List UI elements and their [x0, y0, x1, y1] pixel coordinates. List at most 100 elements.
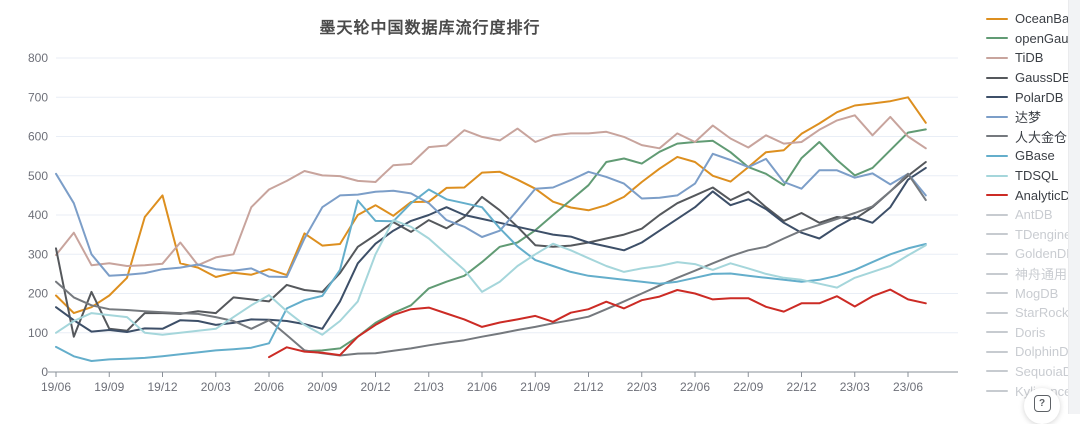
legend-label: TDSQL — [1015, 168, 1059, 184]
legend-label: TiDB — [1015, 50, 1044, 66]
legend-item-TDengine[interactable]: TDengine — [986, 225, 1080, 245]
x-axis-label: 19/06 — [41, 380, 71, 394]
series-line-OceanBase — [55, 96, 927, 315]
x-axis-label: 22/12 — [786, 380, 816, 394]
x-axis-label: 21/12 — [573, 380, 603, 394]
y-axis-label: 700 — [28, 90, 48, 104]
page-right-gutter — [1068, 0, 1080, 414]
legend-item-SequoiaDB[interactable]: SequoiaDB — [986, 362, 1080, 382]
series-line-人大金仓 — [55, 172, 927, 357]
x-axis-label: 20/12 — [360, 380, 390, 394]
legend-swatch — [986, 174, 1008, 177]
legend-item-人大金仓[interactable]: 人大金仓 — [986, 127, 1080, 147]
legend-label: MogDB — [1015, 285, 1059, 301]
x-axis-label: 20/09 — [307, 380, 337, 394]
question-box-icon: ? — [1033, 394, 1051, 412]
y-axis-label: 800 — [28, 51, 48, 65]
x-axis-label: 20/03 — [201, 380, 231, 394]
legend-swatch — [986, 272, 1008, 275]
legend-item-MogDB[interactable]: MogDB — [986, 283, 1080, 303]
x-axis-label: 21/09 — [520, 380, 550, 394]
legend-swatch — [986, 115, 1008, 118]
help-widget-button[interactable]: ? — [1024, 388, 1060, 424]
legend-swatch — [986, 194, 1008, 197]
legend-item-GoldenDB[interactable]: GoldenDB — [986, 244, 1080, 264]
legend-item-TiDB[interactable]: TiDB — [986, 48, 1080, 68]
legend-swatch — [986, 17, 1008, 20]
legend-swatch — [986, 350, 1008, 353]
y-axis-label: 0 — [41, 365, 48, 379]
x-axis-label: 22/09 — [733, 380, 763, 394]
x-axis-label: 20/06 — [254, 380, 284, 394]
series-line-TDSQL — [55, 219, 927, 336]
x-axis-label: 22/03 — [627, 380, 657, 394]
legend-item-神舟通用[interactable]: 神舟通用 — [986, 264, 1080, 284]
legend-swatch — [986, 252, 1008, 255]
y-axis-label: 500 — [28, 169, 48, 183]
legend-swatch — [986, 390, 1008, 393]
y-axis-label: 200 — [28, 287, 48, 301]
x-axis-label: 21/06 — [467, 380, 497, 394]
legend-label: AntDB — [1015, 207, 1053, 223]
y-axis-label: 100 — [28, 326, 48, 340]
chart-title: 墨天轮中国数据库流行度排行 — [319, 20, 541, 37]
legend-item-达梦[interactable]: 达梦 — [986, 107, 1080, 127]
legend-item-AntDB[interactable]: AntDB — [986, 205, 1080, 225]
legend-swatch — [986, 37, 1008, 40]
series-line-AnalyticDB — [268, 288, 927, 359]
y-axis-label: 300 — [28, 247, 48, 261]
legend-item-StarRocks[interactable]: StarRocks — [986, 303, 1080, 323]
legend-label: GaussDB — [1015, 70, 1071, 86]
chart-legend: OceanBase openGauss TiDB GaussDB PolarDB 达梦人大… — [986, 9, 1080, 401]
legend-swatch — [986, 154, 1008, 157]
x-axis-label: 19/12 — [147, 380, 177, 394]
legend-label: GBase — [1015, 148, 1055, 164]
legend-swatch — [986, 213, 1008, 216]
series-line-PolarDB — [55, 166, 927, 333]
legend-item-OceanBase[interactable]: OceanBase — [986, 9, 1080, 29]
x-axis-label: 19/09 — [94, 380, 124, 394]
legend-swatch — [986, 76, 1008, 79]
series-line-openGauss — [303, 128, 927, 353]
legend-swatch — [986, 233, 1008, 236]
legend-swatch — [986, 331, 1008, 334]
legend-label: openGauss — [1015, 30, 1080, 46]
legend-item-DolphinDB[interactable]: DolphinDB — [986, 342, 1080, 362]
legend-label: SequoiaDB — [1015, 363, 1080, 379]
legend-item-GaussDB[interactable]: GaussDB — [986, 68, 1080, 88]
legend-label: 达梦 — [1015, 110, 1042, 126]
legend-label: DolphinDB — [1015, 344, 1078, 360]
line-chart-plot-area[interactable]: 0 100 200 300 400 500 600 700 800 19/06 19/09 19/12… — [0, 0, 968, 414]
legend-label: StarRocks — [1015, 305, 1075, 321]
y-axis-label: 600 — [28, 130, 48, 144]
legend-label: OceanBase — [1015, 11, 1080, 27]
legend-swatch — [986, 311, 1008, 314]
legend-label: 神舟通用 — [1015, 267, 1068, 283]
legend-swatch — [986, 56, 1008, 59]
legend-label: AnalyticDB — [1015, 187, 1079, 203]
x-axis-label: 21/03 — [414, 380, 444, 394]
series-line-TiDB — [55, 114, 927, 267]
legend-item-openGauss[interactable]: openGauss — [986, 29, 1080, 49]
series-line-GBase — [55, 188, 927, 362]
series-line-达梦 — [55, 152, 927, 278]
x-axis-label: 23/03 — [840, 380, 870, 394]
legend-swatch — [986, 292, 1008, 295]
legend-item-PolarDB[interactable]: PolarDB — [986, 87, 1080, 107]
legend-swatch — [986, 135, 1008, 138]
x-axis-label: 22/06 — [680, 380, 710, 394]
legend-label: GoldenDB — [1015, 246, 1075, 262]
legend-item-TDSQL[interactable]: TDSQL — [986, 166, 1080, 186]
legend-label: 人大金仓 — [1015, 129, 1068, 145]
legend-swatch — [986, 370, 1008, 373]
series-line-GaussDB — [55, 161, 927, 338]
popularity-chart-card: 墨天轮中国数据库流行度排行 0 100 200 300 400 500 600 700 800 1… — [0, 0, 1080, 414]
legend-label: Doris — [1015, 324, 1046, 340]
legend-label: TDengine — [1015, 226, 1072, 242]
x-axis-label: 23/06 — [893, 380, 923, 394]
y-axis-label: 400 — [28, 208, 48, 222]
legend-item-AnalyticDB[interactable]: AnalyticDB — [986, 185, 1080, 205]
legend-label: PolarDB — [1015, 89, 1064, 105]
legend-item-Doris[interactable]: Doris — [986, 323, 1080, 343]
legend-item-GBase[interactable]: GBase — [986, 146, 1080, 166]
